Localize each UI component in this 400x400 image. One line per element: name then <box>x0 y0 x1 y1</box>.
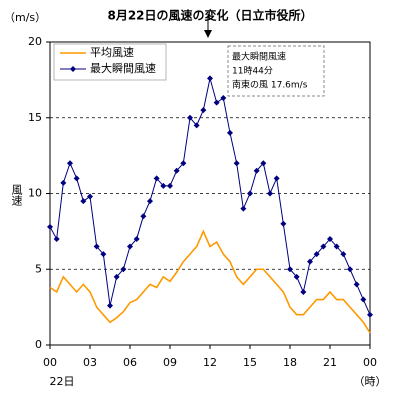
y-tick-label: 20 <box>28 35 42 48</box>
x-tick-label: 09 <box>163 356 177 369</box>
marker <box>247 190 253 197</box>
y-axis-label: 風速 <box>10 184 23 206</box>
marker <box>113 273 120 280</box>
marker <box>360 296 367 303</box>
marker <box>253 167 260 174</box>
y-tick-label: 15 <box>28 111 42 124</box>
marker <box>300 288 307 295</box>
annotation-box <box>227 45 325 97</box>
legend-label: 平均風速 <box>90 46 134 59</box>
marker <box>180 160 187 167</box>
marker <box>347 266 353 273</box>
marker <box>333 243 340 250</box>
marker <box>367 311 373 318</box>
marker <box>167 182 173 189</box>
marker <box>353 281 360 288</box>
marker <box>53 235 60 242</box>
y-tick-label: 10 <box>28 187 42 200</box>
marker <box>213 99 220 106</box>
annotation: 最大瞬間風速 <box>232 51 286 63</box>
marker <box>227 129 233 136</box>
x-tick-label: 15 <box>243 356 257 369</box>
chart-title: 8月22日の風速の変化（日立市役所） <box>107 8 312 23</box>
marker <box>340 251 347 258</box>
y-unit: （m/s） <box>4 11 46 24</box>
marker <box>47 223 53 230</box>
marker <box>320 243 327 250</box>
series-line <box>49 78 371 315</box>
marker <box>147 198 153 205</box>
marker <box>140 213 147 220</box>
x-unit: （時） <box>354 375 387 388</box>
y-tick-label: 0 <box>35 338 42 351</box>
marker <box>107 302 113 309</box>
annotation: 南東の風 17.6m/s <box>232 79 308 91</box>
marker <box>127 243 133 250</box>
x-tick-label: 06 <box>123 356 137 369</box>
marker <box>200 107 207 114</box>
marker <box>287 266 293 273</box>
y-tick-label: 5 <box>35 262 42 275</box>
marker <box>60 179 67 186</box>
annotation: 11時44分 <box>232 66 273 77</box>
marker <box>260 160 267 167</box>
legend-marker <box>70 66 76 72</box>
marker <box>133 235 140 242</box>
marker <box>187 114 193 121</box>
marker <box>293 273 300 280</box>
marker <box>93 243 100 250</box>
marker <box>67 160 73 167</box>
marker <box>233 160 240 167</box>
arrow-head <box>204 30 212 38</box>
legend-label: 最大瞬間風速 <box>90 61 156 75</box>
marker <box>207 75 213 82</box>
marker <box>120 266 127 273</box>
x-tick-label: 18 <box>283 356 297 369</box>
marker <box>160 182 167 189</box>
marker <box>327 235 333 242</box>
marker <box>313 251 320 258</box>
date-label: 22日 <box>50 375 75 388</box>
marker <box>280 220 287 227</box>
marker <box>87 193 93 200</box>
x-tick-label: 12 <box>203 356 217 369</box>
x-tick-label: 21 <box>323 356 337 369</box>
marker <box>100 251 107 258</box>
x-tick-label: 00 <box>43 356 57 369</box>
marker <box>220 95 227 102</box>
marker <box>240 205 247 212</box>
marker <box>80 198 87 205</box>
marker <box>193 122 200 129</box>
marker <box>267 190 273 197</box>
marker <box>73 175 80 182</box>
marker <box>273 175 280 182</box>
x-tick-label: 00 <box>363 356 377 369</box>
marker <box>173 167 180 174</box>
marker <box>307 258 313 265</box>
series-line <box>49 229 371 334</box>
legend-box <box>53 43 167 81</box>
marker <box>153 175 160 182</box>
x-tick-label: 03 <box>83 356 97 369</box>
